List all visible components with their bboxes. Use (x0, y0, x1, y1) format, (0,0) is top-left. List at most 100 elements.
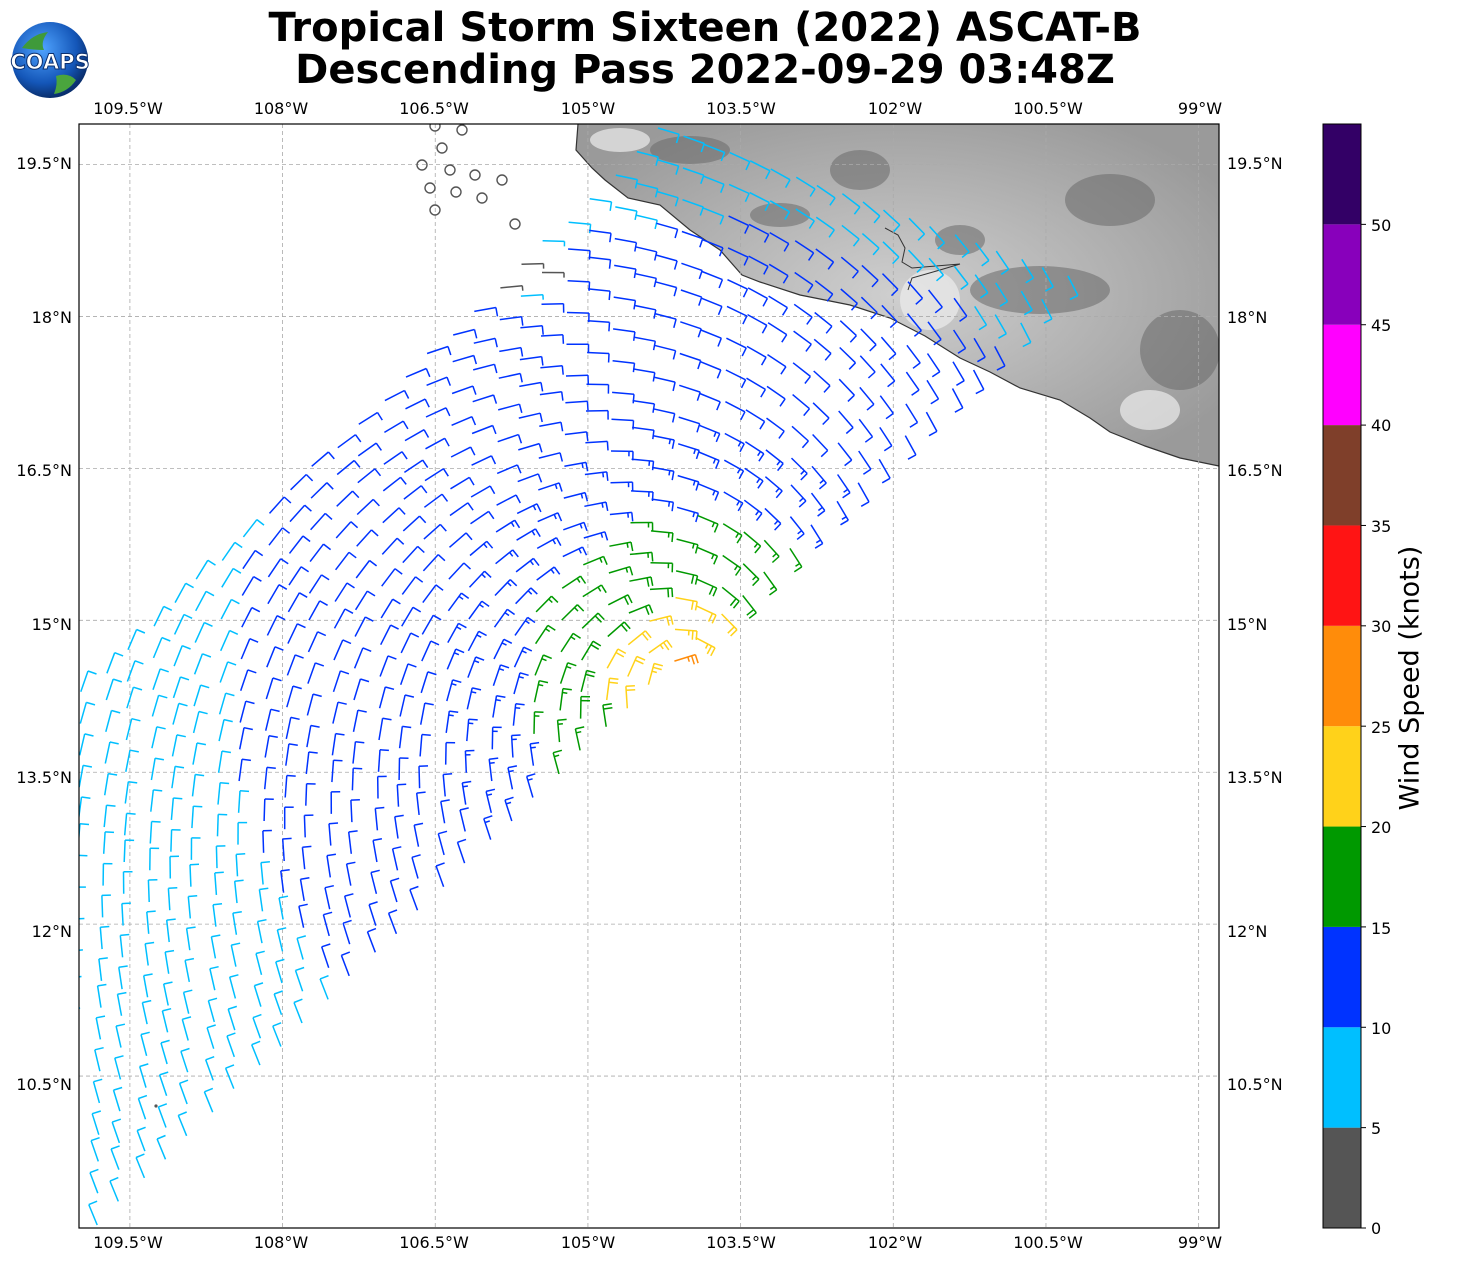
wind-barb (541, 302, 565, 313)
wind-barb (419, 702, 434, 725)
wind-barb (53, 968, 62, 991)
colorbar-bin (1323, 826, 1361, 927)
wind-barb (494, 579, 518, 597)
wind-barb (499, 315, 524, 326)
wind-barb (904, 435, 917, 460)
wind-barb (533, 711, 544, 734)
wind-barb (974, 274, 989, 299)
wind-barb (357, 442, 383, 457)
wind-barb (839, 320, 857, 343)
calm-circle (416, 159, 428, 171)
wind-barb (405, 367, 431, 378)
wind-barb (612, 328, 636, 341)
wind-barb (488, 757, 499, 782)
wind-barb (881, 273, 899, 297)
wind-barb (191, 805, 203, 829)
wind-barb (723, 459, 745, 480)
wind-barb (135, 1153, 146, 1179)
wind-barb (483, 815, 493, 840)
wind-barb (795, 176, 816, 197)
wind-barb (170, 828, 181, 852)
wind-barb (768, 263, 789, 284)
wind-barb (587, 319, 611, 332)
wind-barb (790, 457, 808, 481)
lon-tick: 106.5°W (399, 1233, 469, 1252)
wind-barb (793, 303, 813, 325)
wind-barb (422, 584, 444, 604)
wind-barb (172, 702, 188, 725)
wind-barb (88, 1200, 98, 1226)
wind-barb (534, 654, 552, 676)
wind-barb (376, 775, 387, 799)
wind-barb (215, 845, 226, 869)
wind-barb (358, 411, 383, 425)
wind-barb (79, 975, 82, 978)
wind-barb (676, 538, 699, 554)
wind-barb (352, 740, 365, 764)
wind-barb (878, 458, 891, 484)
wind-barb (582, 584, 607, 598)
wind-barb (309, 543, 332, 563)
wind-barb (794, 240, 815, 261)
wind-barb (811, 465, 827, 490)
wind-barb (452, 354, 478, 365)
wind-barb (650, 561, 674, 573)
wind-barb (58, 816, 69, 838)
wind-barb (99, 925, 110, 950)
wind-barb (275, 958, 285, 984)
wind-barb (725, 369, 747, 389)
wind-barb (926, 353, 941, 378)
wind-barb (149, 820, 161, 844)
wind-barb (306, 693, 322, 716)
wind-barb (286, 654, 304, 676)
wind-barb (379, 655, 397, 677)
wind-barb (126, 660, 144, 682)
colorbar-tick: 10 (1371, 1019, 1391, 1038)
wind-barb (310, 512, 333, 531)
wind-barb (187, 894, 198, 919)
wind-barb (180, 1047, 190, 1073)
lon-tick: 102°W (868, 1233, 923, 1252)
wind-barb (79, 917, 85, 920)
wind-barb (401, 606, 422, 627)
wind-barb (698, 451, 720, 469)
wind-barb (745, 409, 766, 430)
wind-barb (533, 679, 549, 703)
wind-barb (57, 879, 66, 901)
colorbar-tick: 25 (1371, 718, 1391, 737)
wind-barb (566, 311, 590, 323)
wind-barb (446, 648, 465, 670)
lon-tick: 103.5°W (706, 99, 776, 118)
wind-barb (137, 1094, 148, 1120)
calm-circle (456, 124, 468, 136)
wind-barb (609, 541, 634, 552)
wind-barb (299, 876, 310, 902)
wind-barb (305, 782, 316, 806)
wind-barb (172, 676, 190, 699)
wind-barb (335, 521, 359, 539)
wind-barb (212, 902, 223, 927)
wind-barb (306, 724, 320, 748)
lat-tick: 18°N (32, 308, 72, 327)
wind-barb (584, 471, 609, 481)
wind-barb (926, 379, 940, 405)
wind-barb (424, 468, 449, 482)
colorbar (1322, 123, 1366, 1229)
wind-barb (764, 476, 783, 499)
wind-barb (374, 806, 385, 831)
wind-barb (607, 594, 633, 606)
wind-barb (112, 1086, 123, 1112)
wind-barb (675, 570, 699, 585)
wind-barb (109, 1176, 119, 1202)
wind-barb (679, 384, 701, 401)
wind-barb (283, 806, 294, 830)
wind-barb (768, 295, 789, 316)
wind-barb (627, 630, 652, 646)
wind-barb (0, 791, 3, 813)
wind-barb (185, 926, 196, 951)
wind-barb (326, 853, 337, 878)
wind-barb (674, 653, 699, 665)
wind-barb (541, 271, 565, 278)
wind-barb (742, 595, 757, 619)
wind-barb (516, 528, 541, 541)
